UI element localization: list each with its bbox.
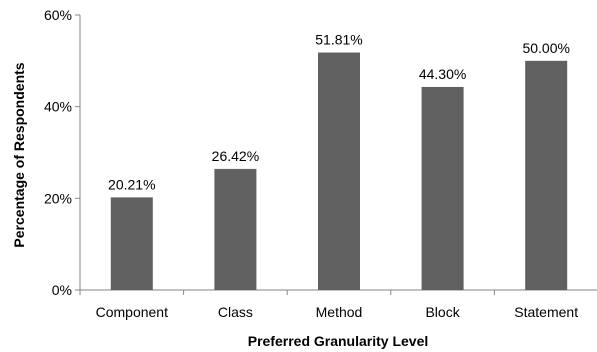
x-tick-label-block: Block [425,304,460,320]
bar-component [110,197,153,290]
data-label-class: 26.42% [212,148,259,164]
data-label-block: 44.30% [419,66,466,82]
data-label-method: 51.81% [315,32,362,48]
x-tick-label-class: Class [218,304,253,320]
y-tick-label: 40% [44,99,72,115]
plot-area: 0% 20% 40% 60% 20.21% Component 26.42% Class 51.… [44,7,597,320]
y-axis-title: Percentage of Respondents [11,62,27,247]
bar-class [214,168,257,290]
bar-method [318,52,360,290]
data-label-component: 20.21% [108,176,155,192]
y-tick-label: 0% [52,282,72,298]
bar-statement [525,60,568,291]
bar-block [421,86,464,290]
y-tick-label: 20% [44,190,72,206]
y-tick-label: 60% [44,7,72,23]
x-tick-label-method: Method [316,304,363,320]
x-axis-title: Preferred Granularity Level [248,333,429,349]
x-tick-label-statement: Statement [514,304,578,320]
data-label-statement: 50.00% [522,40,569,56]
x-tick-label-component: Component [96,304,168,320]
